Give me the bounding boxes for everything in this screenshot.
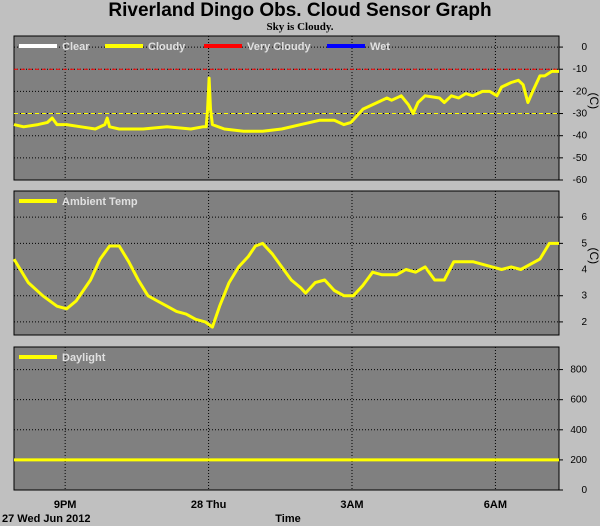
- y-tick-label: 6: [581, 212, 587, 223]
- y-tick-label: 600: [570, 395, 587, 406]
- series-line-sky: [13, 69, 559, 133]
- y-tick-label: 2: [581, 317, 587, 328]
- legend-label: Daylight: [62, 352, 106, 364]
- x-tick-label: 6AM: [484, 499, 507, 511]
- x-tick-label: 9PM: [54, 499, 77, 511]
- y-tick-label: 5: [581, 238, 587, 249]
- panel-frame: [13, 346, 560, 491]
- chart-title: Riverland Dingo Obs. Cloud Sensor Graph: [108, 0, 492, 21]
- panel-frame: [13, 35, 560, 181]
- y-tick-label: 0: [581, 485, 587, 496]
- legend-label: Very Cloudy: [247, 41, 311, 53]
- sky-status-subtitle: Sky is Cloudy.: [266, 21, 334, 33]
- footer-date: 27 Wed Jun 2012: [2, 513, 90, 525]
- y-tick-label: -10: [573, 64, 588, 75]
- y-tick-label: -50: [573, 153, 588, 164]
- panel-sky: 0 -10 -20 -30 -40 -50 -60 (C) Clear Cloudy Very Cl…: [13, 35, 600, 186]
- legend-label: Clear: [62, 41, 90, 53]
- panel-daylight: 800 600 400 200 0 Daylight: [13, 346, 587, 496]
- y-tick-label: 800: [570, 365, 587, 376]
- y-unit-label: (C): [587, 247, 600, 264]
- legend-label: Cloudy: [148, 41, 186, 53]
- y-tick-label: 400: [570, 425, 587, 436]
- y-tick-label: -40: [573, 131, 588, 142]
- y-unit-label: (C): [587, 92, 600, 109]
- legend-label: Wet: [370, 41, 390, 53]
- panel-ambient: 6 5 4 3 2 (C) Ambient Temp: [12, 190, 600, 336]
- y-tick-label: -30: [573, 109, 588, 120]
- x-axis-title: Time: [275, 513, 300, 525]
- y-tick-label: -20: [573, 86, 588, 97]
- y-tick-label: 0: [581, 42, 587, 53]
- y-tick-label: 3: [581, 291, 587, 302]
- legend-label: Ambient Temp: [62, 196, 138, 208]
- y-tick-label: 4: [581, 265, 587, 276]
- x-tick-label: 28 Thu: [191, 499, 226, 511]
- x-tick-label: 3AM: [340, 499, 363, 511]
- y-tick-label: 200: [570, 455, 587, 466]
- y-tick-label: -60: [573, 175, 588, 186]
- series-line-ambient: [12, 241, 559, 329]
